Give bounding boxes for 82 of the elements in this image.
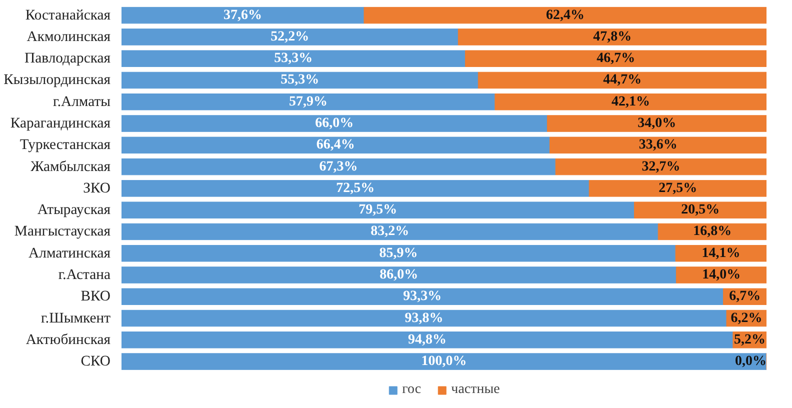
data-label: 66,0% xyxy=(315,116,354,132)
y-tick-label: СКО xyxy=(80,354,111,370)
data-label: 14,0% xyxy=(702,267,741,282)
data-label: 46,7% xyxy=(596,51,636,66)
data-label: 93,8% xyxy=(404,310,444,326)
bar xyxy=(122,332,734,348)
data-label: 100,0% xyxy=(421,354,467,370)
y-tick-label: ВКО xyxy=(80,288,111,305)
y-tick-label: Карагандинская xyxy=(10,116,111,132)
bar xyxy=(122,288,724,305)
data-label: 34,0% xyxy=(638,116,676,132)
bar xyxy=(122,223,658,240)
bar xyxy=(122,136,550,154)
y-tick-label: г.Алматы xyxy=(53,94,111,110)
bar xyxy=(122,353,766,370)
data-label: 33,6% xyxy=(638,138,678,153)
data-label: 72,5% xyxy=(336,180,375,196)
data-label: 6,2% xyxy=(730,310,762,326)
data-label: 20,5% xyxy=(681,202,720,218)
y-tick-label: г.Шымкент xyxy=(41,310,112,326)
bar xyxy=(550,136,766,154)
bar xyxy=(122,72,478,89)
y-tick-label: Акмолинская xyxy=(26,28,111,45)
bar xyxy=(676,266,766,284)
bar xyxy=(478,72,766,89)
data-label: 6,7% xyxy=(729,289,761,304)
y-tick-label: Актюбинская xyxy=(26,332,111,348)
data-label: 14,1% xyxy=(702,246,740,261)
bar xyxy=(588,180,766,197)
bar xyxy=(465,50,766,67)
data-label: 67,3% xyxy=(319,159,358,174)
data-label: 55,3% xyxy=(280,72,320,88)
bar xyxy=(122,310,727,327)
data-label: 85,9% xyxy=(379,246,418,261)
data-label: 44,7% xyxy=(603,72,642,88)
legend-label: гос xyxy=(402,382,422,398)
bar xyxy=(546,115,766,132)
data-label: 42,1% xyxy=(611,94,650,110)
data-label: 32,7% xyxy=(642,159,680,174)
data-label: 57,9% xyxy=(288,94,328,110)
y-tick-label: Кызылординская xyxy=(4,72,111,88)
y-tick-label: Мангыстауская xyxy=(14,224,111,240)
y-tick-label: ЗКО xyxy=(83,180,111,196)
bar xyxy=(122,6,364,24)
legend-label: частные xyxy=(451,382,500,398)
bar xyxy=(122,50,466,67)
y-tick-label: Алматинская xyxy=(28,245,111,262)
bar xyxy=(634,202,766,218)
data-label: 5,2% xyxy=(734,332,766,348)
data-label: 16,8% xyxy=(693,224,732,240)
data-label: 93,3% xyxy=(403,289,442,304)
bar xyxy=(122,202,635,218)
bar xyxy=(458,28,766,46)
data-label: 66,4% xyxy=(316,138,355,153)
data-label: 86,0% xyxy=(380,267,418,282)
y-tick-label: Костанайская xyxy=(25,7,111,24)
data-label: 52,2% xyxy=(270,29,310,44)
y-tick-label: Павлодарская xyxy=(24,50,111,67)
data-label: 62,4% xyxy=(546,8,585,23)
data-label: 83,2% xyxy=(370,224,410,240)
y-tick-label: Туркестанская xyxy=(20,137,111,154)
bar xyxy=(122,28,458,46)
bar xyxy=(122,94,496,110)
data-label: 0,0% xyxy=(735,354,766,370)
data-label: 37,6% xyxy=(224,8,262,23)
bar xyxy=(122,158,556,176)
bar xyxy=(364,6,766,24)
y-tick-label: Атырауская xyxy=(37,202,111,218)
bar xyxy=(494,94,766,110)
bar xyxy=(122,244,676,262)
bar xyxy=(555,158,766,176)
data-label: 79,5% xyxy=(358,202,398,218)
data-label: 94,8% xyxy=(408,332,446,348)
bar xyxy=(122,180,590,197)
y-tick-label: г.Астана xyxy=(58,266,111,283)
bar xyxy=(122,115,548,132)
y-tick-label: Жамбылская xyxy=(30,158,111,175)
data-label: 47,8% xyxy=(593,29,632,44)
data-label: 27,5% xyxy=(658,180,698,196)
data-label: 53,3% xyxy=(274,51,313,66)
bar xyxy=(675,244,766,262)
bar xyxy=(122,266,676,284)
